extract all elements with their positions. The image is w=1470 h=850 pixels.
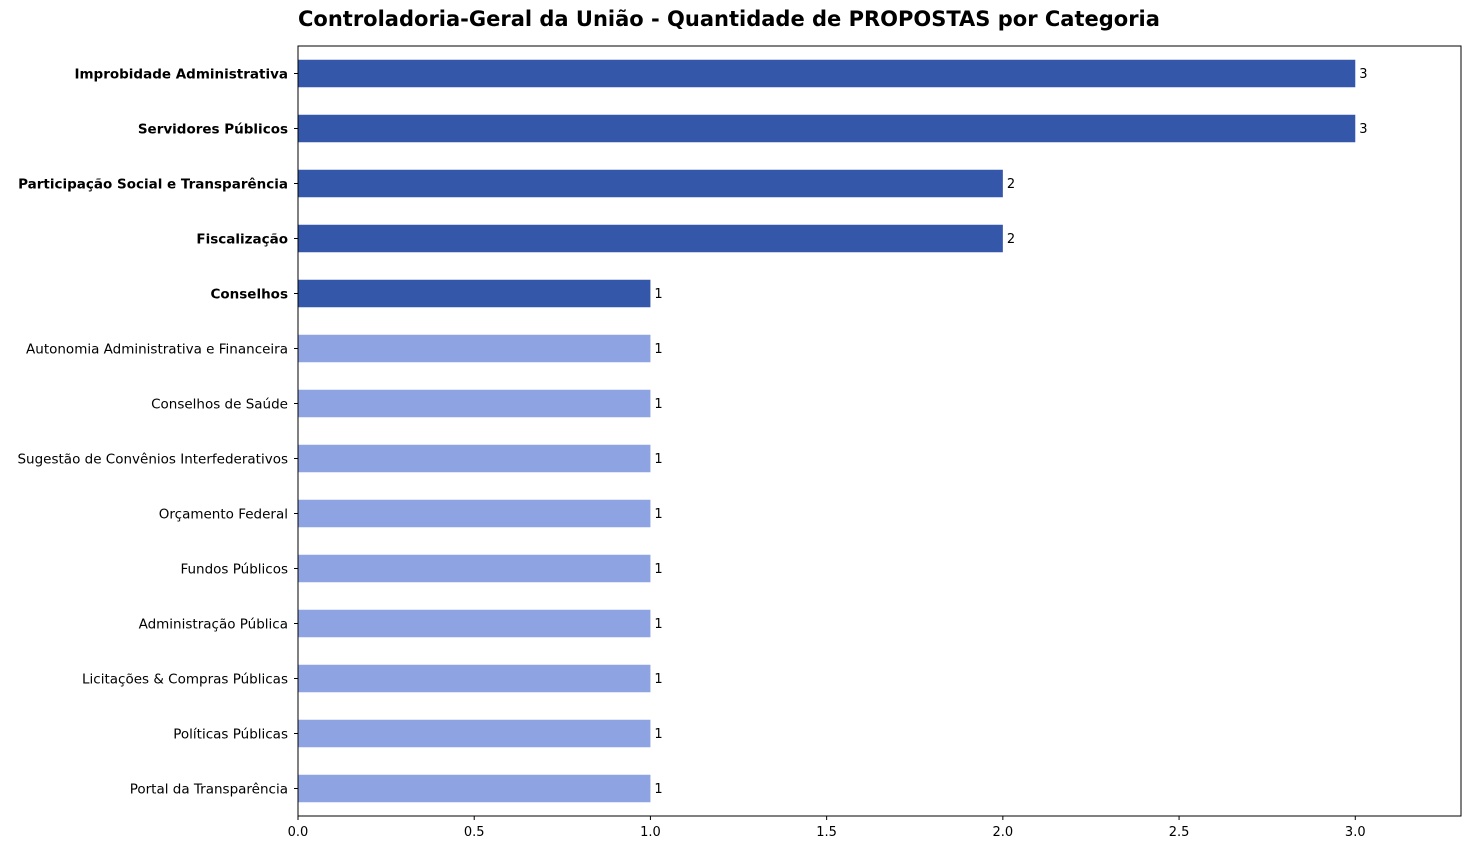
bar	[298, 664, 651, 693]
x-tick-label: 3.0	[1345, 825, 1366, 840]
category-label: Servidores Públicos	[138, 122, 288, 138]
category-label: Administração Pública	[139, 617, 288, 633]
bar	[298, 444, 651, 473]
value-label: 1	[654, 672, 662, 687]
value-label: 1	[654, 452, 662, 467]
x-tick-label: 0.0	[288, 825, 309, 840]
value-labels: 3 3 2 2 1 1 1 1 1 1 1 1 1 1	[654, 67, 1367, 797]
category-label: Conselhos de Saúde	[151, 397, 288, 413]
value-label: 1	[654, 342, 662, 357]
x-tick-label: 1.0	[640, 825, 661, 840]
category-label: Sugestão de Convênios Interfederativos	[17, 452, 288, 468]
category-label: Fundos Públicos	[180, 562, 288, 578]
bar	[298, 224, 1003, 253]
category-label: Conselhos	[210, 287, 288, 303]
bar	[298, 59, 1356, 88]
x-tick-label: 0.5	[464, 825, 485, 840]
bar	[298, 774, 651, 803]
category-label: Improbidade Administrativa	[74, 67, 288, 83]
category-label: Fiscalização	[196, 232, 288, 248]
value-label: 1	[654, 562, 662, 577]
bar	[298, 334, 651, 363]
value-label: 3	[1359, 67, 1367, 82]
bar	[298, 114, 1356, 143]
value-label: 1	[654, 727, 662, 742]
bar	[298, 169, 1003, 198]
bar	[298, 389, 651, 418]
bar	[298, 719, 651, 748]
plot-frame	[297, 45, 1462, 817]
bar	[298, 499, 651, 528]
category-label: Autonomia Administrativa e Financeira	[26, 342, 288, 358]
value-label: 1	[654, 507, 662, 522]
chart-title: Controladoria-Geral da União - Quantidad…	[298, 7, 1160, 31]
value-label: 1	[654, 782, 662, 797]
value-label: 1	[654, 617, 662, 632]
bar	[298, 279, 651, 308]
category-label: Participação Social e Transparência	[18, 177, 288, 193]
value-label: 1	[654, 287, 662, 302]
category-label: Portal da Transparência	[130, 782, 288, 798]
x-tick-label: 1.5	[816, 825, 837, 840]
category-label: Licitações & Compras Públicas	[82, 672, 288, 688]
category-label: Orçamento Federal	[159, 507, 288, 523]
value-label: 2	[1007, 177, 1015, 192]
bar	[298, 554, 651, 583]
value-label: 1	[654, 397, 662, 412]
value-label: 2	[1007, 232, 1015, 247]
x-axis: 0.0 0.5 1.0 1.5 2.0 2.5 3.0	[288, 73, 1366, 840]
bar	[298, 609, 651, 638]
category-labels: Improbidade Administrativa Servidores Púb…	[17, 67, 288, 798]
bars-group	[298, 59, 1356, 803]
category-label: Políticas Públicas	[173, 727, 288, 743]
x-tick-label: 2.0	[993, 825, 1014, 840]
value-label: 3	[1359, 122, 1367, 137]
x-tick-label: 2.5	[1169, 825, 1190, 840]
